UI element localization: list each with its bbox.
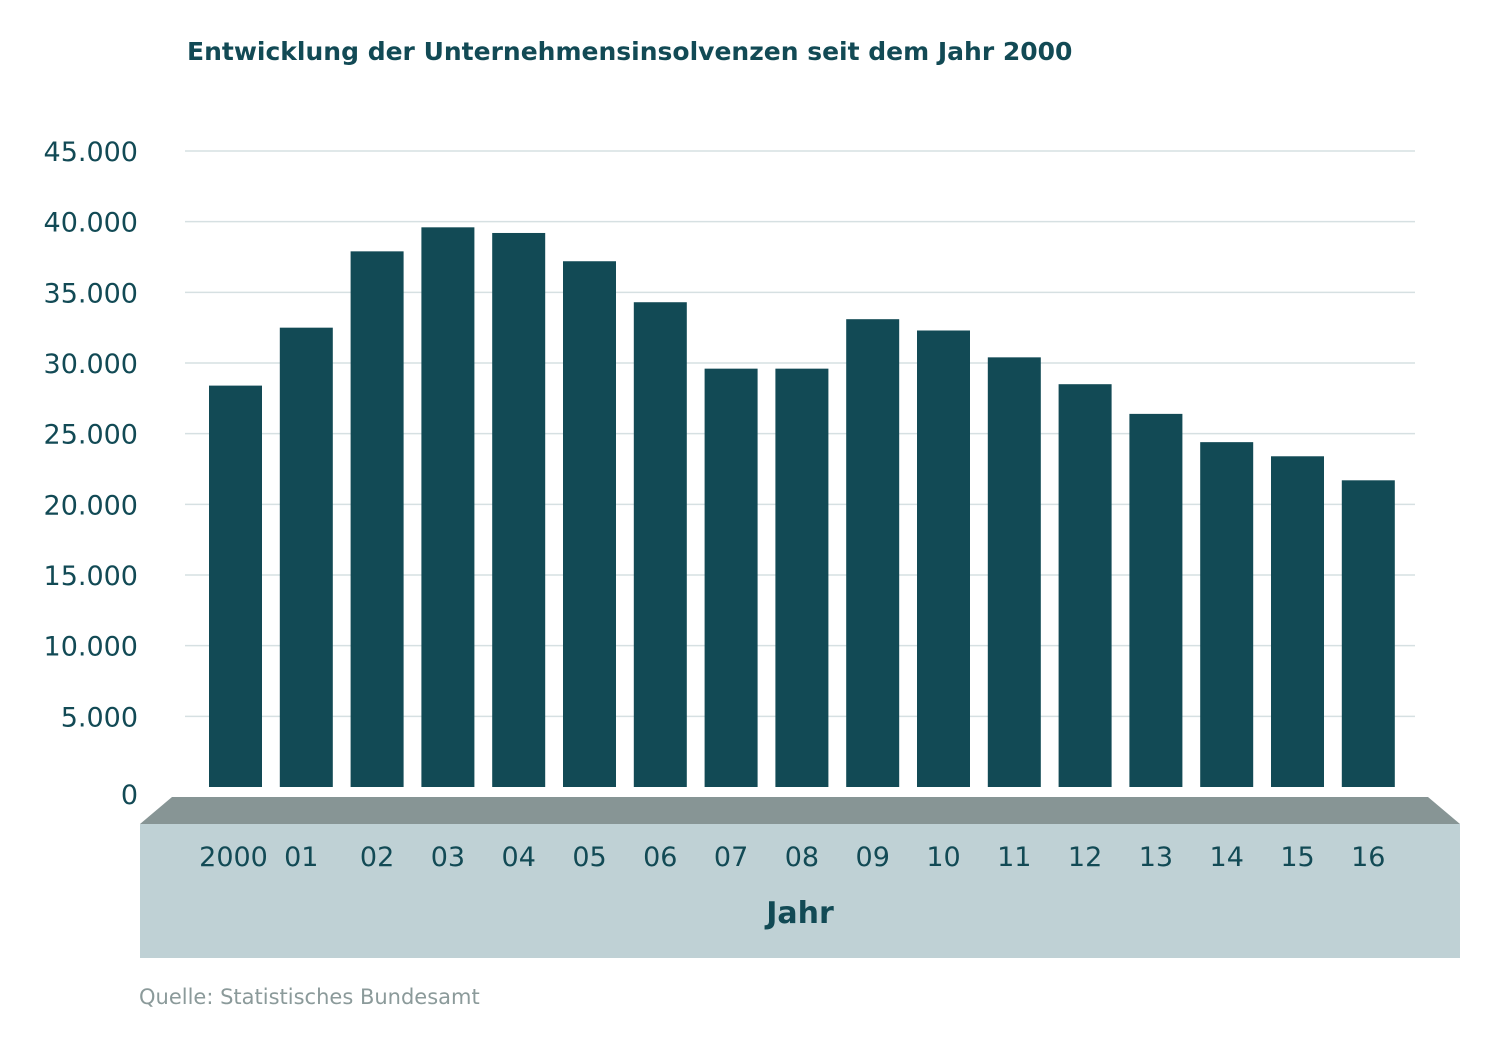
x-tick-label: 04 <box>502 842 536 873</box>
x-tick-label: 2000 <box>199 842 268 873</box>
x-tick-label: 03 <box>431 842 465 873</box>
bar-09 <box>846 319 900 787</box>
y-tick-label: 5.000 <box>61 702 138 733</box>
bar-07 <box>704 368 758 787</box>
x-tick-label: 07 <box>714 842 748 873</box>
y-tick-label: 25.000 <box>44 420 138 451</box>
x-tick-label: 15 <box>1280 842 1314 873</box>
base-top <box>140 797 1460 824</box>
y-tick-label: 40.000 <box>44 208 138 239</box>
y-tick-label: 15.000 <box>44 561 138 592</box>
bar-2000 <box>209 385 262 787</box>
bar-01 <box>279 327 333 787</box>
x-axis-label: Jahr <box>764 896 834 931</box>
y-tick-label: 0 <box>121 780 138 811</box>
bar-02 <box>350 251 404 787</box>
x-tick-label: 12 <box>1068 842 1102 873</box>
x-tick-label: 16 <box>1351 842 1385 873</box>
bar-12 <box>1058 384 1112 787</box>
bar-03 <box>421 227 475 787</box>
y-tick-label: 30.000 <box>44 349 138 380</box>
bar-10 <box>917 330 970 787</box>
y-tick-label: 45.000 <box>44 137 138 168</box>
bar-16 <box>1341 480 1395 787</box>
y-axis: 0 5.000 10.000 15.000 20.000 25.000 30.000 35.0… <box>44 137 138 811</box>
bar-04 <box>492 232 546 787</box>
bar-11 <box>987 357 1041 787</box>
x-tick-label: 02 <box>360 842 394 873</box>
bar-15 <box>1271 456 1324 787</box>
x-tick-label: 05 <box>572 842 606 873</box>
base-front <box>140 824 1460 958</box>
y-tick-label: 35.000 <box>44 278 138 309</box>
x-tick-label: 11 <box>997 842 1031 873</box>
bar-14 <box>1200 442 1254 787</box>
bars <box>209 227 1395 787</box>
x-tick-label: 08 <box>785 842 819 873</box>
y-tick-label: 20.000 <box>44 490 138 521</box>
bar-13 <box>1129 413 1183 787</box>
x-axis: 2000 01 02 03 04 05 06 07 08 09 10 11 12 13 14 15 16 <box>199 842 1385 873</box>
chart-title: Entwicklung der Unternehmensinsolvenzen … <box>187 37 1072 66</box>
y-tick-label: 10.000 <box>44 632 138 663</box>
x-tick-label: 01 <box>284 842 318 873</box>
bar-06 <box>633 302 687 787</box>
x-tick-label: 06 <box>643 842 677 873</box>
x-tick-label: 14 <box>1210 842 1244 873</box>
x-tick-label: 09 <box>856 842 890 873</box>
source-note: Quelle: Statistisches Bundesamt <box>139 985 480 1009</box>
x-tick-label: 10 <box>926 842 960 873</box>
x-tick-label: 13 <box>1139 842 1173 873</box>
bar-05 <box>563 261 616 787</box>
bar-08 <box>775 368 829 787</box>
